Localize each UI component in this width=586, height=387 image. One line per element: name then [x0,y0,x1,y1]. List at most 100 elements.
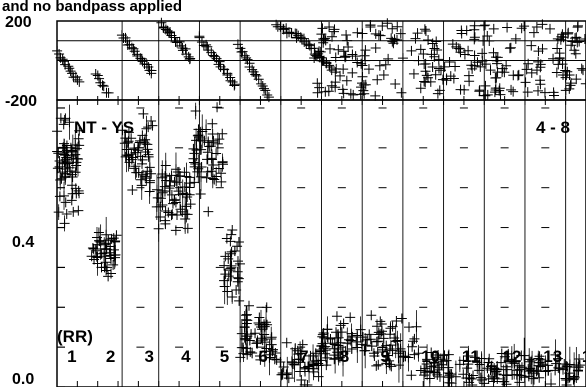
phase-point [574,36,585,47]
amplitude-point [73,185,84,196]
phase-point [552,43,563,54]
phase-point [396,87,407,98]
amplitude-point [265,349,276,360]
phase-point [420,25,431,36]
phase-point [408,68,419,79]
amplitude-point [277,368,288,379]
phase-point [433,54,444,65]
phase-point [374,60,385,71]
phase-point [459,49,470,60]
phase-point [324,60,335,71]
phase-point [258,83,269,94]
amplitude-point [146,115,157,126]
amplitude-point [250,328,261,339]
phase-point [136,53,147,64]
antenna-label-1: 1 [67,347,76,366]
amplitude-point [86,251,97,262]
phase-point [365,21,376,32]
amplitude-point [137,158,148,169]
amplitude-point [133,142,144,153]
phase-point [480,90,491,101]
phase-point [485,65,496,76]
amplitude-point [131,167,142,178]
amplitude-point [316,340,327,351]
phase-point [327,31,338,42]
phase-point [63,61,74,72]
amplitude-point [489,372,500,383]
amplitude-point [163,207,174,218]
amplitude-point [117,125,128,136]
phase-point [312,78,323,89]
phase-point [146,68,157,79]
amplitude-point [220,251,231,262]
phase-point [72,74,83,85]
phase-point [510,33,521,44]
phase-point [372,74,383,85]
amplitude-point [226,229,237,240]
amplitude-point [441,355,452,366]
phase-point [549,90,560,101]
phase-point [253,74,264,85]
phase-point [213,59,224,70]
phase-point [271,19,282,30]
amplitude-point [126,133,137,144]
amplitude-point [146,168,157,179]
phase-point [229,79,240,90]
amplitude-point [261,343,272,354]
amplitude-point [275,356,286,367]
phase-point [387,36,398,47]
phase-point [521,64,532,75]
amplitude-point [160,171,171,182]
amplitude-point [295,366,306,377]
phase-point [469,20,480,31]
phase-point [429,43,440,54]
amplitude-point [483,373,494,384]
phase-point [314,82,325,93]
phase-point [392,21,403,32]
phase-point [413,55,424,66]
phase-point [324,21,335,32]
phase-point [450,61,461,72]
amplitude-point [160,206,171,217]
amplitude-point [475,372,486,383]
phase-point [262,90,273,101]
amplitude-point [61,140,72,151]
amplitude-point [90,245,101,256]
amplitude-point [523,364,534,375]
phase-point [335,70,346,81]
phase-point [303,39,314,50]
amplitude-point [214,134,225,145]
amplitude-point [212,102,223,113]
phase-point [545,23,556,34]
amplitude-point [220,269,231,280]
phase-point [554,52,565,63]
amplitude-point [234,258,245,269]
amplitude-point [313,371,324,382]
amplitude-point [531,366,542,377]
phase-point [432,45,443,55]
phase-point [464,76,475,87]
polarization-label: (RR) [57,327,93,346]
amplitude-point [318,343,329,354]
amplitude-point [281,369,292,380]
phase-point [183,51,194,62]
amplitude-point [542,360,553,371]
amplitude-point [52,163,63,174]
amplitude-point [345,312,356,323]
amplitude-point [211,148,222,159]
amplitude-point [382,350,393,361]
amplitude-point [188,153,199,164]
phase-point [325,43,336,54]
phase-point [350,51,361,62]
amplitude-point [331,327,342,338]
amplitude-point [57,143,68,154]
antenna-label-2: 2 [106,347,115,366]
amplitude-point [137,130,148,141]
phase-point [533,46,544,57]
amplitude-point [432,362,443,373]
amplitude-point [351,336,362,347]
phase-point [412,28,423,39]
amplitude-point [331,311,342,322]
amplitude-point [190,159,201,170]
amplitude-point [297,339,308,350]
